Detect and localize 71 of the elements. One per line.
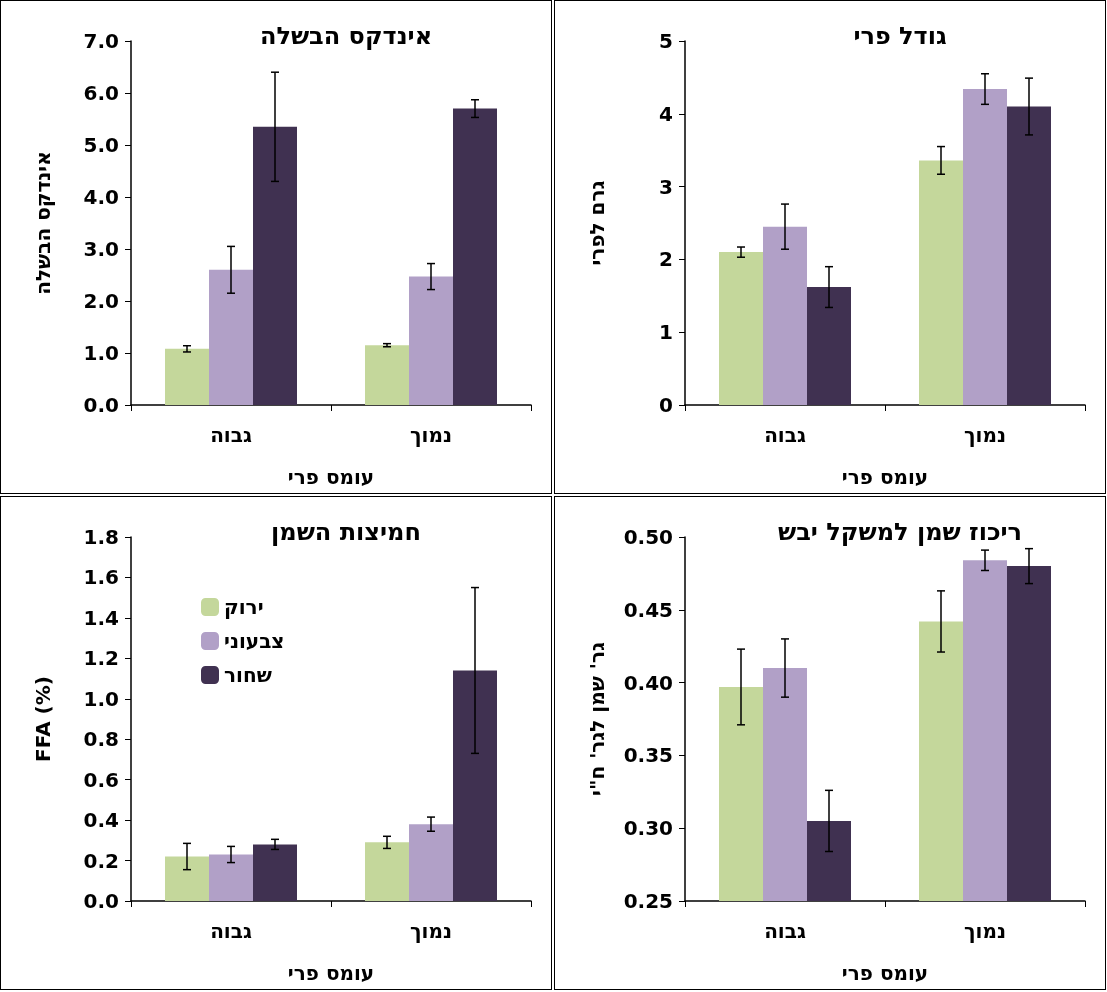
bar (365, 345, 409, 405)
bar (165, 856, 209, 901)
bar (453, 108, 497, 405)
x-axis-title: עומס פרי (841, 961, 929, 985)
y-axis-title: גרם לפרי (585, 180, 609, 266)
chart-title: ריכוז שמן למשקל יבש (777, 518, 1023, 546)
y-tick-label: 6.0 (83, 81, 119, 105)
y-tick-label: 5 (659, 29, 673, 53)
chart-title: גודל פרי (853, 22, 947, 50)
bar (763, 226, 807, 405)
bar (409, 276, 453, 405)
bar (253, 126, 297, 405)
x-tick-label: גבוה (210, 919, 252, 943)
y-tick-label: 0.4 (83, 808, 119, 833)
y-tick-label: 3.0 (83, 237, 119, 261)
y-tick-label: 2 (659, 247, 673, 272)
x-axis-title: עומס פרי (287, 465, 375, 489)
chart-title: אינדקס הבשלה (259, 22, 433, 50)
y-tick-label: 2.0 (83, 289, 119, 313)
y-tick-label: 0.35 (623, 743, 673, 768)
x-tick-label: נמוך (410, 919, 452, 943)
y-tick-label: 1.2 (83, 646, 119, 671)
bar (453, 670, 497, 901)
y-tick-label: 0.0 (83, 889, 119, 913)
y-tick-label: 5.0 (83, 133, 119, 157)
y-tick-label: 0.45 (623, 597, 673, 622)
x-tick-label: גבוה (764, 919, 806, 943)
y-tick-label: 0 (659, 393, 673, 417)
y-tick-label: 0.25 (623, 889, 673, 913)
y-tick-label: 7.0 (83, 29, 119, 53)
y-tick-label: 1.6 (83, 565, 119, 590)
bar (963, 89, 1007, 405)
bar (365, 842, 409, 901)
bar (719, 252, 763, 405)
y-tick-label: 0.6 (83, 767, 119, 792)
y-tick-label: 0.50 (623, 525, 673, 549)
y-tick-label: 1 (659, 320, 673, 345)
bar (209, 854, 253, 901)
bar (409, 824, 453, 901)
y-tick-label: 1.0 (83, 686, 119, 711)
y-tick-label: 0.0 (83, 393, 119, 417)
legend-label: ירוק (224, 595, 264, 619)
y-tick-label: 0.40 (623, 670, 673, 695)
y-tick-label: 4 (659, 101, 673, 126)
chart-title: חמיצות השמן (271, 518, 421, 546)
x-tick-label: נמוך (410, 423, 452, 447)
bar (253, 844, 297, 901)
bar (165, 348, 209, 405)
x-axis-title: עומס פרי (841, 465, 929, 489)
bar (1007, 106, 1051, 405)
y-axis-title: גר' שמן לגר' ח"י (585, 642, 609, 796)
y-tick-label: 1.4 (83, 605, 119, 630)
y-tick-label: 4.0 (83, 185, 119, 209)
x-tick-label: נמוך (964, 423, 1006, 447)
x-tick-label: נמוך (964, 919, 1006, 943)
legend-label: צבעוני (224, 629, 285, 653)
bar (209, 269, 253, 405)
bar (919, 160, 963, 405)
y-tick-label: 0.2 (83, 848, 119, 873)
y-axis-title: FFA (%) (31, 676, 55, 762)
x-tick-label: גבוה (764, 423, 806, 447)
y-tick-label: 1.8 (83, 525, 119, 549)
y-tick-label: 3 (659, 174, 673, 199)
y-tick-label: 0.8 (83, 727, 119, 752)
y-axis-title: אינדקס הבשלה (31, 151, 55, 295)
y-tick-label: 1.0 (83, 341, 119, 365)
x-axis-title: עומס פרי (287, 961, 375, 985)
x-tick-label: גבוה (210, 423, 252, 447)
legend-label: שחור (224, 663, 272, 687)
y-tick-label: 0.30 (623, 816, 673, 841)
bar (807, 287, 851, 405)
